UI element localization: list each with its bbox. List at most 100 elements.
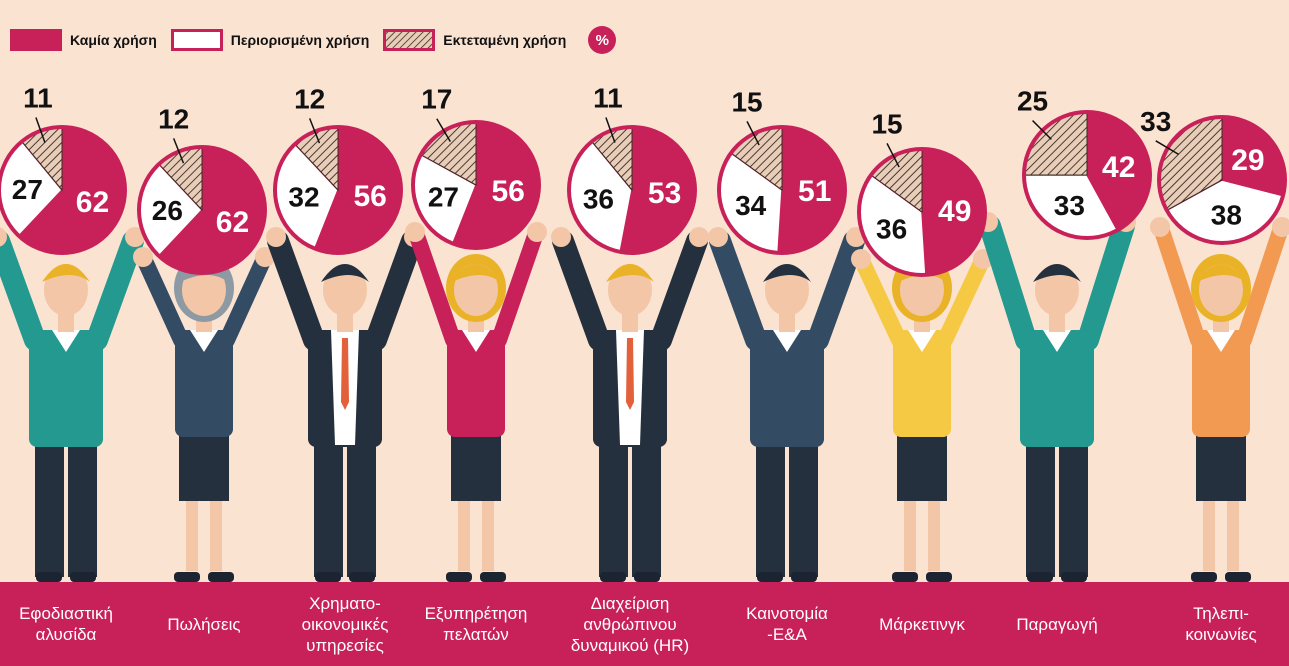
collar <box>1207 330 1235 352</box>
category-label: Παραγωγή <box>1016 614 1098 634</box>
slice-none <box>18 127 126 253</box>
hand-right <box>125 227 145 247</box>
shoe-right <box>926 572 952 582</box>
legend-swatch-limited <box>170 29 223 51</box>
collar <box>908 330 936 352</box>
hair <box>42 264 90 282</box>
shoe-left <box>1191 572 1217 582</box>
label-leader <box>436 118 451 143</box>
label-leader <box>1032 120 1052 140</box>
arm-right <box>937 255 989 348</box>
legend-swatch-none <box>10 29 62 51</box>
slice-none <box>778 127 846 254</box>
arm-left <box>0 230 46 351</box>
shoe-right <box>480 572 506 582</box>
collar <box>462 330 490 352</box>
slice-none <box>1222 117 1286 196</box>
arm-right <box>1236 223 1288 348</box>
neck <box>337 314 353 332</box>
shoe-left <box>892 572 918 582</box>
tie <box>341 338 349 410</box>
shoe-right <box>70 572 96 582</box>
category-label: Εξυπηρέτηση πελατών <box>424 604 528 644</box>
label-none: 49 <box>938 195 971 228</box>
leg-right <box>632 445 661 577</box>
pie-outline <box>1022 110 1152 240</box>
unit-badge: % <box>588 26 617 54</box>
label-limited: 27 <box>428 182 459 213</box>
category-label: Τηλεπι- κοινωνίες <box>1185 604 1257 644</box>
tie <box>626 338 634 410</box>
collar <box>52 330 80 352</box>
category-footer <box>0 582 1289 666</box>
label-limited: 38 <box>1211 199 1242 230</box>
hair <box>452 264 500 282</box>
label-none: 29 <box>1231 144 1264 177</box>
category-label: Πωλήσεις <box>167 614 241 634</box>
legend-item-none: Καμία χρήση <box>10 29 157 51</box>
legend: Καμία χρήση Περιορισμένη χρήση Εκτεταμέν… <box>10 26 617 54</box>
hand-right <box>1272 217 1289 237</box>
pie-outline <box>273 125 403 255</box>
collar <box>190 330 218 352</box>
hand-left <box>708 227 728 247</box>
pie-outline <box>1157 115 1287 245</box>
category-label: Χρηματο- οικονομικές υπηρεσίες <box>301 593 389 655</box>
slice-none <box>314 127 402 254</box>
pie-1: 62 27 11 <box>0 83 127 255</box>
slice-none <box>452 122 540 248</box>
hand-right <box>255 247 275 267</box>
leg-right <box>482 501 494 571</box>
leg-right <box>68 445 97 577</box>
legend-label-extensive: Εκτεταμένη χρήση <box>443 32 567 48</box>
shoe-left <box>36 572 62 582</box>
hand-left <box>133 247 153 267</box>
slice-none <box>922 149 986 275</box>
category-label: Καινοτομία -Ε&Α <box>746 604 828 644</box>
pie-9: 29 38 33 <box>1140 106 1287 245</box>
legend-label-none: Καμία χρήση <box>70 32 157 48</box>
label-leader <box>605 117 616 143</box>
hand-right <box>527 222 547 242</box>
leg-left <box>1026 445 1055 577</box>
legend-swatch-extensive <box>383 29 436 51</box>
label-extensive: 15 <box>871 108 902 139</box>
person-2 <box>133 247 275 582</box>
pie-outline <box>0 125 127 255</box>
hand-left <box>405 222 425 242</box>
hand-left <box>851 249 871 269</box>
arm-left <box>409 228 461 348</box>
hand-right <box>689 227 709 247</box>
torso <box>750 330 824 447</box>
arm-left <box>979 215 1037 351</box>
arm-left <box>855 255 907 348</box>
label-limited: 32 <box>288 181 319 212</box>
label-limited: 26 <box>152 195 183 226</box>
label-leader <box>35 117 46 143</box>
shoe-left <box>757 572 783 582</box>
arm-right <box>219 253 271 348</box>
hair <box>763 264 811 282</box>
arm-right <box>365 230 423 351</box>
pie-outline <box>857 147 987 277</box>
leg-right <box>928 501 940 571</box>
arm-left <box>1154 223 1206 348</box>
label-none: 51 <box>798 175 831 208</box>
label-limited: 34 <box>735 190 767 221</box>
torso <box>175 330 233 437</box>
arm-left <box>709 230 767 351</box>
label-none: 62 <box>76 186 109 219</box>
hair <box>1033 264 1081 282</box>
label-leader <box>1155 140 1180 155</box>
label-extensive: 17 <box>421 84 452 115</box>
leg-left <box>314 445 343 577</box>
label-none: 56 <box>353 180 386 213</box>
pie-3: 56 32 12 <box>273 83 403 255</box>
leg-left <box>458 501 470 571</box>
label-extensive: 33 <box>1140 106 1171 137</box>
shoe-left <box>315 572 341 582</box>
shoe-right <box>349 572 375 582</box>
arm-left <box>267 230 325 351</box>
leg-left <box>1203 501 1215 571</box>
arm-right <box>491 228 543 348</box>
